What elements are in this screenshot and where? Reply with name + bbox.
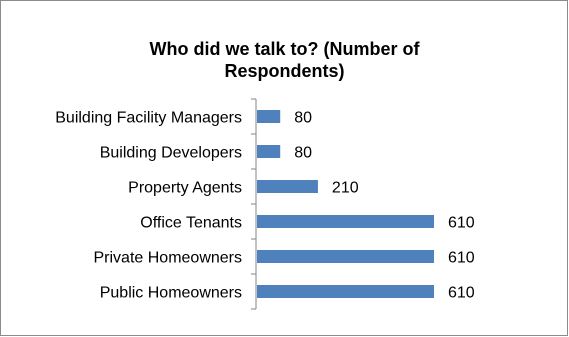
data-label: 610 [448,215,475,232]
category-label: Property Agents [128,180,242,197]
chart-title-line-1: Who did we talk to? (Number of [149,39,420,59]
bar [257,285,434,298]
bar [257,180,318,193]
data-label: 80 [294,110,312,127]
bar [257,110,281,123]
category-label: Office Tenants [140,215,242,232]
category-label: Public Homeowners [100,285,242,302]
chart-title-line-2: Respondents) [224,61,345,81]
category-label: Private Homeowners [94,250,243,267]
data-label: 610 [448,250,475,267]
bar [257,250,434,263]
bar [257,215,434,228]
category-label: Building Facility Managers [55,110,242,127]
data-label: 210 [332,180,359,197]
data-label: 80 [294,145,312,162]
bar [257,145,281,158]
category-label: Building Developers [100,145,242,162]
data-label: 610 [448,285,475,302]
